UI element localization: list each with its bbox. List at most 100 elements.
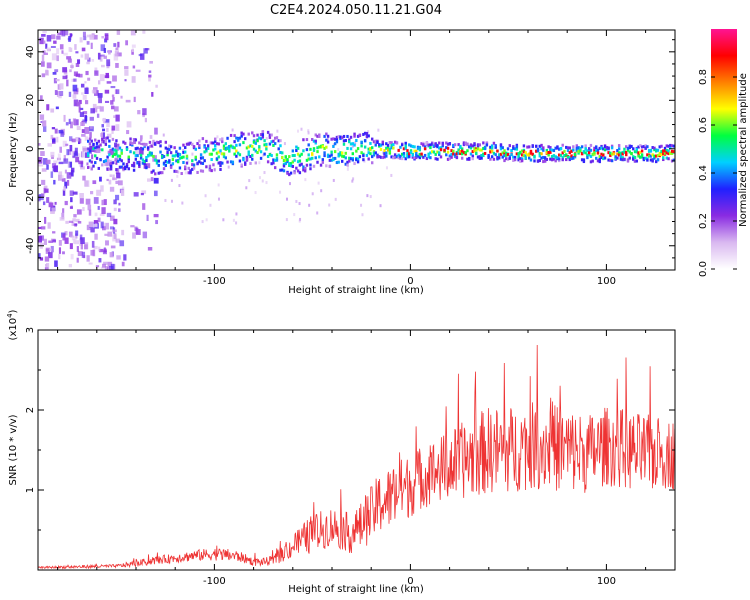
spectrogram-noise-cell (91, 240, 95, 248)
spectrogram-ridge-cell (259, 150, 263, 154)
spectrogram-noise-cell (62, 189, 66, 196)
spectrogram-ridge-cell (233, 134, 236, 138)
spectrogram-ridge-cell (542, 148, 545, 152)
spectrogram-ridge-cell (462, 143, 466, 147)
spectrogram-ridge-cell (422, 155, 425, 159)
spectrogram-noise-cell (71, 221, 75, 226)
spectrogram-noise-cell (69, 206, 73, 209)
spectrogram-ridge-cell (476, 143, 480, 147)
spectrogram-ridge-cell (557, 147, 561, 151)
spectrogram-ridge-cell (471, 150, 474, 154)
spectrogram-noise-cell (140, 53, 145, 60)
spectrogram-ridge-cell (538, 152, 541, 156)
spectrogram-ridge-cell (566, 148, 570, 152)
spectrogram-ridge-cell (362, 132, 365, 136)
spectrogram-ridge-cell (501, 155, 504, 159)
spectrogram-ridge-cell (543, 159, 547, 163)
spectrogram-noise-cell (52, 231, 56, 234)
spectrogram-noise-cell (148, 74, 152, 78)
spectrogram-ridge-cell (436, 157, 439, 161)
spectrogram-noise-cell (87, 165, 93, 168)
spectrogram-ridge-cell (184, 165, 187, 169)
spectrogram-noise-cell (48, 240, 53, 243)
spectrogram-noise-cell (385, 166, 388, 170)
spectrogram-noise-cell (184, 171, 187, 175)
spectrogram-ridge-cell (138, 160, 141, 164)
spectrogram-noise-cell (113, 43, 117, 47)
spectrogram-ridge-cell (351, 142, 354, 146)
spectrogram-noise-cell (91, 59, 95, 62)
spectrogram-ridge-cell (397, 153, 400, 157)
spectrogram-ridge-cell (125, 162, 129, 166)
spectrogram-ridge-cell (372, 153, 376, 157)
spectrogram-noise-cell (75, 51, 79, 54)
spectrogram-ridge-cell (258, 136, 261, 140)
spectrogram-noise-cell (111, 105, 115, 110)
spectrogram-ridge-cell (115, 139, 118, 143)
spectrogram-ridge-cell (667, 144, 670, 148)
spectrogram-noise-cell (154, 127, 158, 135)
spectrogram-ridge-cell (360, 140, 363, 144)
spectrogram-ridge-cell (175, 153, 178, 157)
spectrogram-noise-cell (84, 87, 89, 95)
spectrogram-ridge-cell (489, 150, 492, 154)
spectrogram-ridge-cell (187, 166, 190, 170)
spectrogram-ridge-cell (215, 142, 219, 146)
spectrogram-ridge-cell (296, 160, 300, 164)
spectrogram-ridge-cell (482, 154, 485, 158)
spectrogram-ridge-cell (252, 147, 256, 151)
spectrogram-ridge-cell (371, 137, 374, 141)
spectrogram-noise-cell (141, 190, 147, 194)
spectrogram-ridge-cell (309, 167, 312, 171)
spectrogram-ridge-cell (649, 149, 653, 153)
spectrogram-ridge-cell (655, 160, 658, 164)
spectrogram-noise-cell (62, 140, 67, 148)
spectrogram-ridge-cell (272, 139, 275, 143)
spectrogram-noise-cell (58, 247, 62, 254)
spectrogram-ridge-cell (275, 136, 279, 140)
chart-title: C2E4.2024.050.11.21.G04 (270, 3, 442, 18)
spectrogram-ridge-cell (279, 168, 282, 172)
spectrogram-noise-cell (117, 41, 120, 48)
spectrogram-ridge-cell (157, 171, 160, 175)
spectrogram-noise-cell (82, 111, 88, 115)
spectrogram-noise-cell (93, 245, 98, 250)
spectrogram-ridge-cell (291, 164, 295, 168)
spectrogram-ridge-cell (132, 168, 136, 172)
spectrogram-ridge-cell (129, 142, 132, 146)
spectrogram-noise-cell (119, 240, 125, 247)
spectrogram-ridge-cell (505, 157, 508, 161)
spectrogram-noise-cell (71, 236, 77, 241)
spectrogram-ridge-cell (268, 133, 272, 137)
spectrogram-ridge-cell (339, 151, 342, 155)
spectrogram-ridge-cell (490, 146, 494, 150)
spectrogram-ridge-cell (293, 158, 296, 162)
spectrogram-noise-cell (40, 151, 45, 156)
spectrogram-noise-cell (59, 146, 62, 153)
spectrogram-noise-cell (52, 138, 56, 143)
spectrogram-noise-cell (130, 225, 135, 228)
spectrogram-noise-cell (90, 42, 93, 49)
spectrogram-noise-cell (79, 107, 84, 111)
spectrogram-ridge-cell (169, 145, 173, 149)
spectrogram-ridge-cell (662, 152, 665, 156)
spectrogram-ridge-cell (626, 146, 630, 150)
spectrogram-ridge-cell (438, 146, 441, 150)
spectrogram-ridge-cell (148, 140, 152, 144)
spectrogram-ridge-cell (529, 149, 533, 153)
spectrogram-ridge-cell (108, 144, 111, 148)
spectrogram-ridge-cell (385, 142, 388, 146)
spectrogram-ridge-cell (326, 154, 330, 158)
spectrogram-ridge-cell (653, 148, 656, 152)
spectrogram-ridge-cell (210, 141, 213, 145)
spectrogram-noise-cell (107, 261, 113, 268)
spectrogram-noise-cell (52, 239, 57, 243)
spectrogram-ridge-cell (383, 148, 386, 152)
spectrogram-noise-cell (113, 233, 117, 240)
spectrogram-ridge-cell (665, 144, 668, 148)
spectrogram-noise-cell (140, 135, 143, 140)
spectrogram-ridge-cell (145, 159, 148, 163)
spectrogram-noise-cell (84, 127, 90, 134)
spectrogram-ridge-cell (647, 154, 651, 158)
